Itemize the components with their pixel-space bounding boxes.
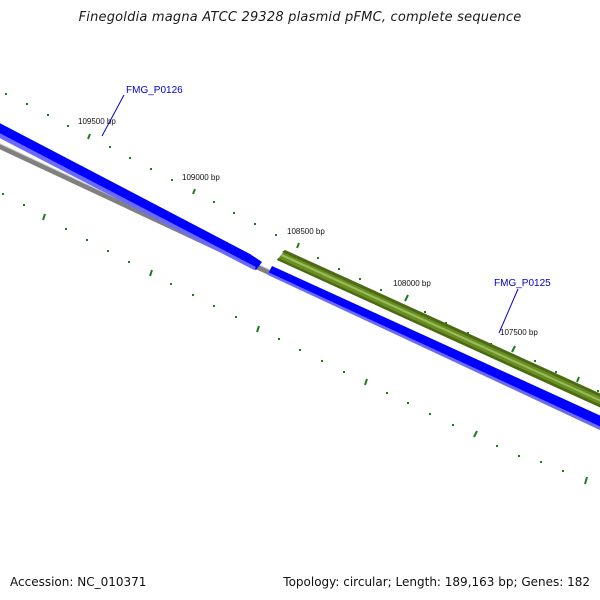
gene-label-leader: [101, 94, 125, 137]
major-tick: [296, 242, 300, 249]
major-tick: [584, 476, 588, 485]
gene-fmg-p0125-shade-bottom: [277, 258, 600, 408]
major-tick: [149, 269, 153, 277]
inner-tick-row: [2, 193, 588, 485]
tick-label: 109000 bp: [182, 173, 220, 182]
tick-label: 109500 bp: [78, 117, 116, 126]
outer-tick-row: [5, 93, 599, 392]
gene-fmg-p0126[interactable]: [0, 118, 262, 270]
map-title: Finegoldia magna ATCC 29328 plasmid pFMC…: [78, 10, 522, 25]
major-tick: [511, 345, 516, 353]
tick-label: 108500 bp: [287, 227, 325, 236]
gene-fmg-p0125-highlight: [281, 254, 600, 402]
major-tick: [404, 294, 409, 302]
major-tick: [364, 378, 368, 386]
major-tick: [473, 430, 478, 438]
gene-label[interactable]: FMG_P0126: [126, 85, 183, 96]
tick-label: 107500 bp: [500, 328, 538, 337]
tick-label: 108000 bp: [393, 279, 431, 288]
forward-band-segment[interactable]: [268, 266, 600, 434]
major-tick: [256, 325, 260, 333]
sequence-summary: Topology: circular; Length: 189,163 bp; …: [283, 575, 590, 589]
major-tick: [576, 376, 580, 383]
forward-band-highlight: [268, 272, 600, 430]
gene-fmg-p0125-shade-top: [282, 250, 600, 397]
major-tick: [192, 188, 196, 195]
gene-fmg-p0126-highlight: [0, 133, 256, 270]
major-tick: [87, 133, 91, 140]
gene-fmg-p0125[interactable]: [277, 250, 600, 412]
accession-label: Accession: NC_010371: [10, 575, 147, 589]
gene-fmg-p0126-arrow[interactable]: [0, 118, 262, 270]
gene-label[interactable]: FMG_P0125: [494, 278, 551, 289]
major-tick: [42, 213, 46, 221]
gene-label-leader: [498, 288, 519, 334]
